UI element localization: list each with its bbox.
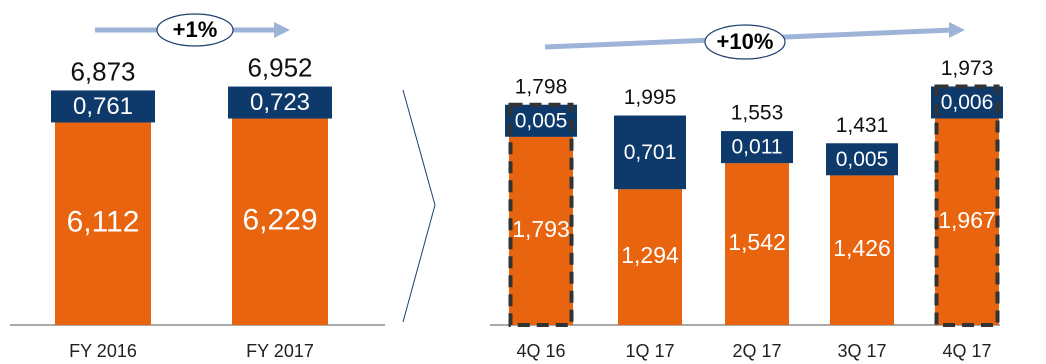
value-label-box (505, 104, 577, 137)
x-tick-label: FY 2016 (69, 341, 137, 361)
x-tick-label: 4Q 17 (942, 341, 991, 361)
total-label: 1,431 (836, 114, 889, 137)
x-tick-label: 1Q 17 (625, 341, 674, 361)
bar-segment (935, 118, 999, 325)
total-label: 1,995 (624, 86, 677, 109)
value-label: 6,229 (242, 204, 317, 237)
bar-segment (725, 163, 789, 325)
value-label: 1,542 (728, 229, 786, 255)
value-label-box (826, 143, 898, 176)
highlight-outline (508, 102, 574, 327)
bar-segment (618, 189, 682, 325)
bar-segment (232, 118, 328, 325)
value-label: 0,761 (73, 93, 133, 120)
value-label: 1,967 (938, 207, 996, 233)
x-tick-label: 3Q 17 (837, 341, 886, 361)
value-label: 0,005 (836, 148, 889, 171)
arrow-head (949, 22, 965, 38)
value-label-box (614, 115, 686, 190)
annotation: +1% (173, 17, 218, 42)
total-label: 6,873 (70, 56, 135, 86)
bar-segment (55, 122, 151, 326)
annotation-bubble (704, 24, 786, 60)
value-label-box (721, 131, 793, 164)
annotation-bubble (156, 13, 234, 47)
bar-segment (509, 136, 573, 325)
x-tick-label: 4Q 16 (516, 341, 565, 361)
value-label: 1,793 (512, 216, 570, 242)
value-label: 0,005 (515, 109, 568, 132)
x-tick-label: FY 2017 (246, 341, 314, 361)
bar-segment (830, 175, 894, 325)
x-tick-label: 2Q 17 (732, 341, 781, 361)
value-label-box (931, 86, 1003, 119)
total-label: 1,973 (941, 57, 994, 80)
value-label-box (51, 90, 155, 123)
value-label: 0,006 (941, 91, 994, 114)
value-label: 0,723 (250, 89, 310, 116)
total-label: 1,798 (515, 75, 568, 98)
value-label: 1,426 (833, 235, 891, 261)
divider (402, 89, 436, 323)
annotation: +10% (717, 29, 774, 54)
value-label: 1,294 (621, 242, 679, 268)
highlight-outline (934, 84, 1000, 327)
total-label: 6,952 (247, 52, 312, 82)
value-label: 0,701 (624, 141, 677, 164)
value-label: 6,112 (67, 206, 140, 239)
arrow-head (274, 22, 290, 38)
total-label: 1,553 (731, 102, 784, 125)
value-label-box (228, 86, 332, 119)
value-label: 0,011 (732, 136, 783, 159)
